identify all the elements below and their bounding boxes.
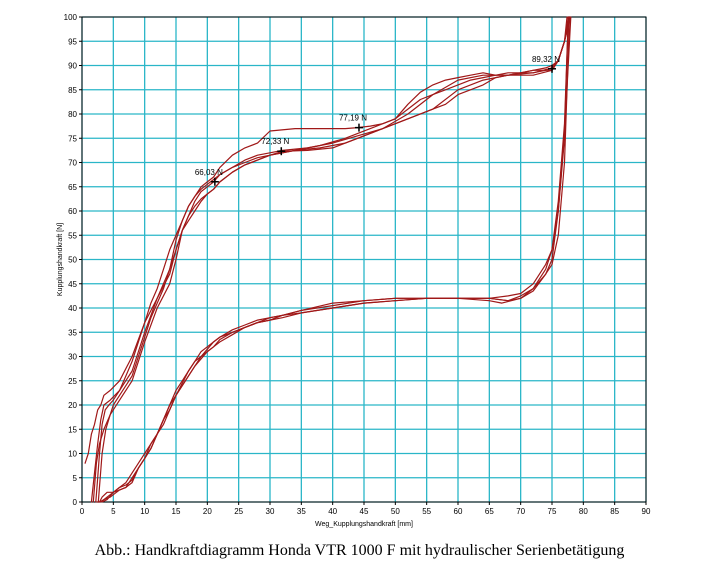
x-tick-label: 60: [454, 507, 463, 516]
x-tick-label: 20: [203, 507, 212, 516]
x-tick-label: 80: [579, 507, 588, 516]
x-tick-label: 5: [111, 507, 116, 516]
y-tick-label: 55: [68, 231, 77, 240]
x-tick-label: 90: [642, 507, 651, 516]
y-tick-label: 0: [73, 498, 78, 507]
series-line-4: [90, 16, 569, 503]
marker-label: 77,19 N: [339, 114, 367, 123]
y-tick-label: 15: [68, 425, 77, 434]
force-diagram-chart: 0 5 10 15 20 25 30 35 40 45 50 55 60 65 70 75 80 85 90 0 5 10…: [57, 13, 651, 528]
force-marker: 77,19 N: [339, 114, 367, 132]
x-tick-label: 30: [266, 507, 275, 516]
y-tick-label: 5: [73, 474, 78, 483]
y-tick-label: 50: [68, 256, 77, 265]
y-tick-label: 90: [68, 62, 77, 71]
y-tick-label: 25: [68, 377, 77, 386]
y-tick-label: 20: [68, 401, 77, 410]
x-tick-label: 65: [485, 507, 494, 516]
figure-caption: Abb.: Handkraftdiagramm Honda VTR 1000 F…: [94, 542, 625, 559]
y-tick-label: 85: [68, 86, 77, 95]
marker-label: 66,03 N: [195, 168, 223, 177]
x-tick-label: 10: [140, 507, 149, 516]
y-tick-label: 60: [68, 207, 77, 216]
x-tick-label: 55: [422, 507, 431, 516]
y-tick-label: 70: [68, 159, 77, 168]
y-tick-label: 65: [68, 183, 77, 192]
y-axis-label: Kupplungshandkraft [N]: [57, 223, 64, 296]
x-tick-label: 25: [234, 507, 243, 516]
y-tick-label: 75: [68, 134, 77, 143]
x-tick-label: 70: [516, 507, 525, 516]
x-tick-label: 15: [172, 507, 181, 516]
force-marker: 66,03 N: [195, 168, 223, 186]
marker-group: 66,03 N 72,33 N 77,19 N 89,32 N: [195, 55, 560, 186]
y-tick-label: 95: [68, 37, 77, 46]
series-line-9: [101, 16, 569, 503]
x-tick-label: 50: [391, 507, 400, 516]
x-axis-label: Weg_Kupplungshandkraft [mm]: [315, 521, 413, 528]
y-tick-label: 45: [68, 280, 77, 289]
x-tick-label: 75: [548, 507, 557, 516]
y-tick-label: 30: [68, 353, 77, 362]
x-tick-label: 45: [360, 507, 369, 516]
series-line-5: [84, 16, 568, 464]
marker-label: 89,32 N: [532, 55, 560, 64]
y-tick-label: 35: [68, 328, 77, 337]
force-marker: 89,32 N: [532, 55, 560, 73]
x-tick-label: 35: [297, 507, 306, 516]
y-tick-label: 40: [68, 304, 77, 313]
y-tick-label: 80: [68, 110, 77, 119]
axis-ticks: 0 5 10 15 20 25 30 35 40 45 50 55 60 65 70 75 80 85 90 0 5 10…: [64, 13, 651, 516]
y-tick-label: 10: [68, 450, 77, 459]
marker-label: 72,33 N: [261, 137, 289, 146]
x-tick-label: 85: [610, 507, 619, 516]
x-tick-label: 0: [80, 507, 85, 516]
y-tick-label: 100: [64, 13, 78, 22]
x-tick-label: 40: [328, 507, 337, 516]
series-group: [84, 16, 572, 503]
force-marker: 72,33 N: [261, 137, 290, 156]
